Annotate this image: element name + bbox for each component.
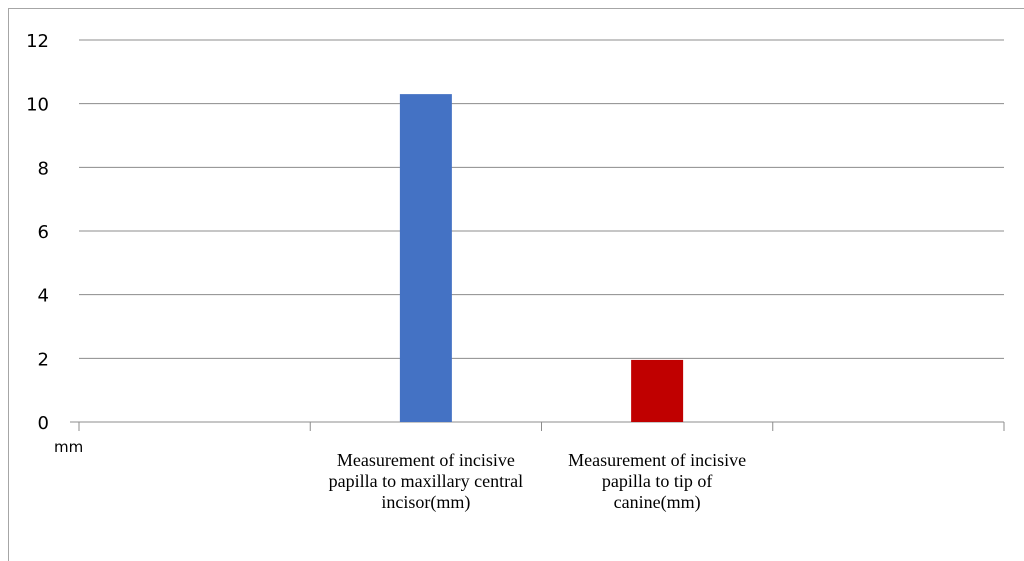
gridlines: [79, 39, 1004, 359]
x-category-label-line: canine(mm): [614, 492, 701, 513]
bar: [631, 359, 684, 422]
bars: [399, 94, 684, 422]
y-tick-label: 6: [38, 222, 49, 243]
x-category-label-line: papilla to tip of: [602, 471, 712, 491]
x-category-label-line: Measurement of incisive: [337, 450, 515, 470]
y-tick-label: 10: [26, 95, 49, 116]
y-tick-label: 4: [38, 286, 49, 307]
x-category-label: Measurement of incisive papilla to maxill…: [329, 450, 523, 513]
x-category-label-line: Measurement of incisive: [568, 450, 746, 470]
bar: [399, 94, 452, 422]
y-tick-label: 12: [26, 31, 49, 52]
y-tick-label: 2: [38, 349, 49, 370]
x-category-label-line: papilla to maxillary central: [329, 471, 523, 491]
unit-label: mm: [54, 438, 83, 456]
x-category-label-line: incisor(mm): [381, 492, 470, 513]
x-category-label: Measurement of incisive papilla to tip of…: [568, 450, 746, 513]
chart-frame: [8, 8, 1024, 561]
axes: [70, 421, 1005, 431]
y-tick-label: 0: [38, 413, 49, 434]
y-tick-label: 8: [38, 158, 49, 179]
